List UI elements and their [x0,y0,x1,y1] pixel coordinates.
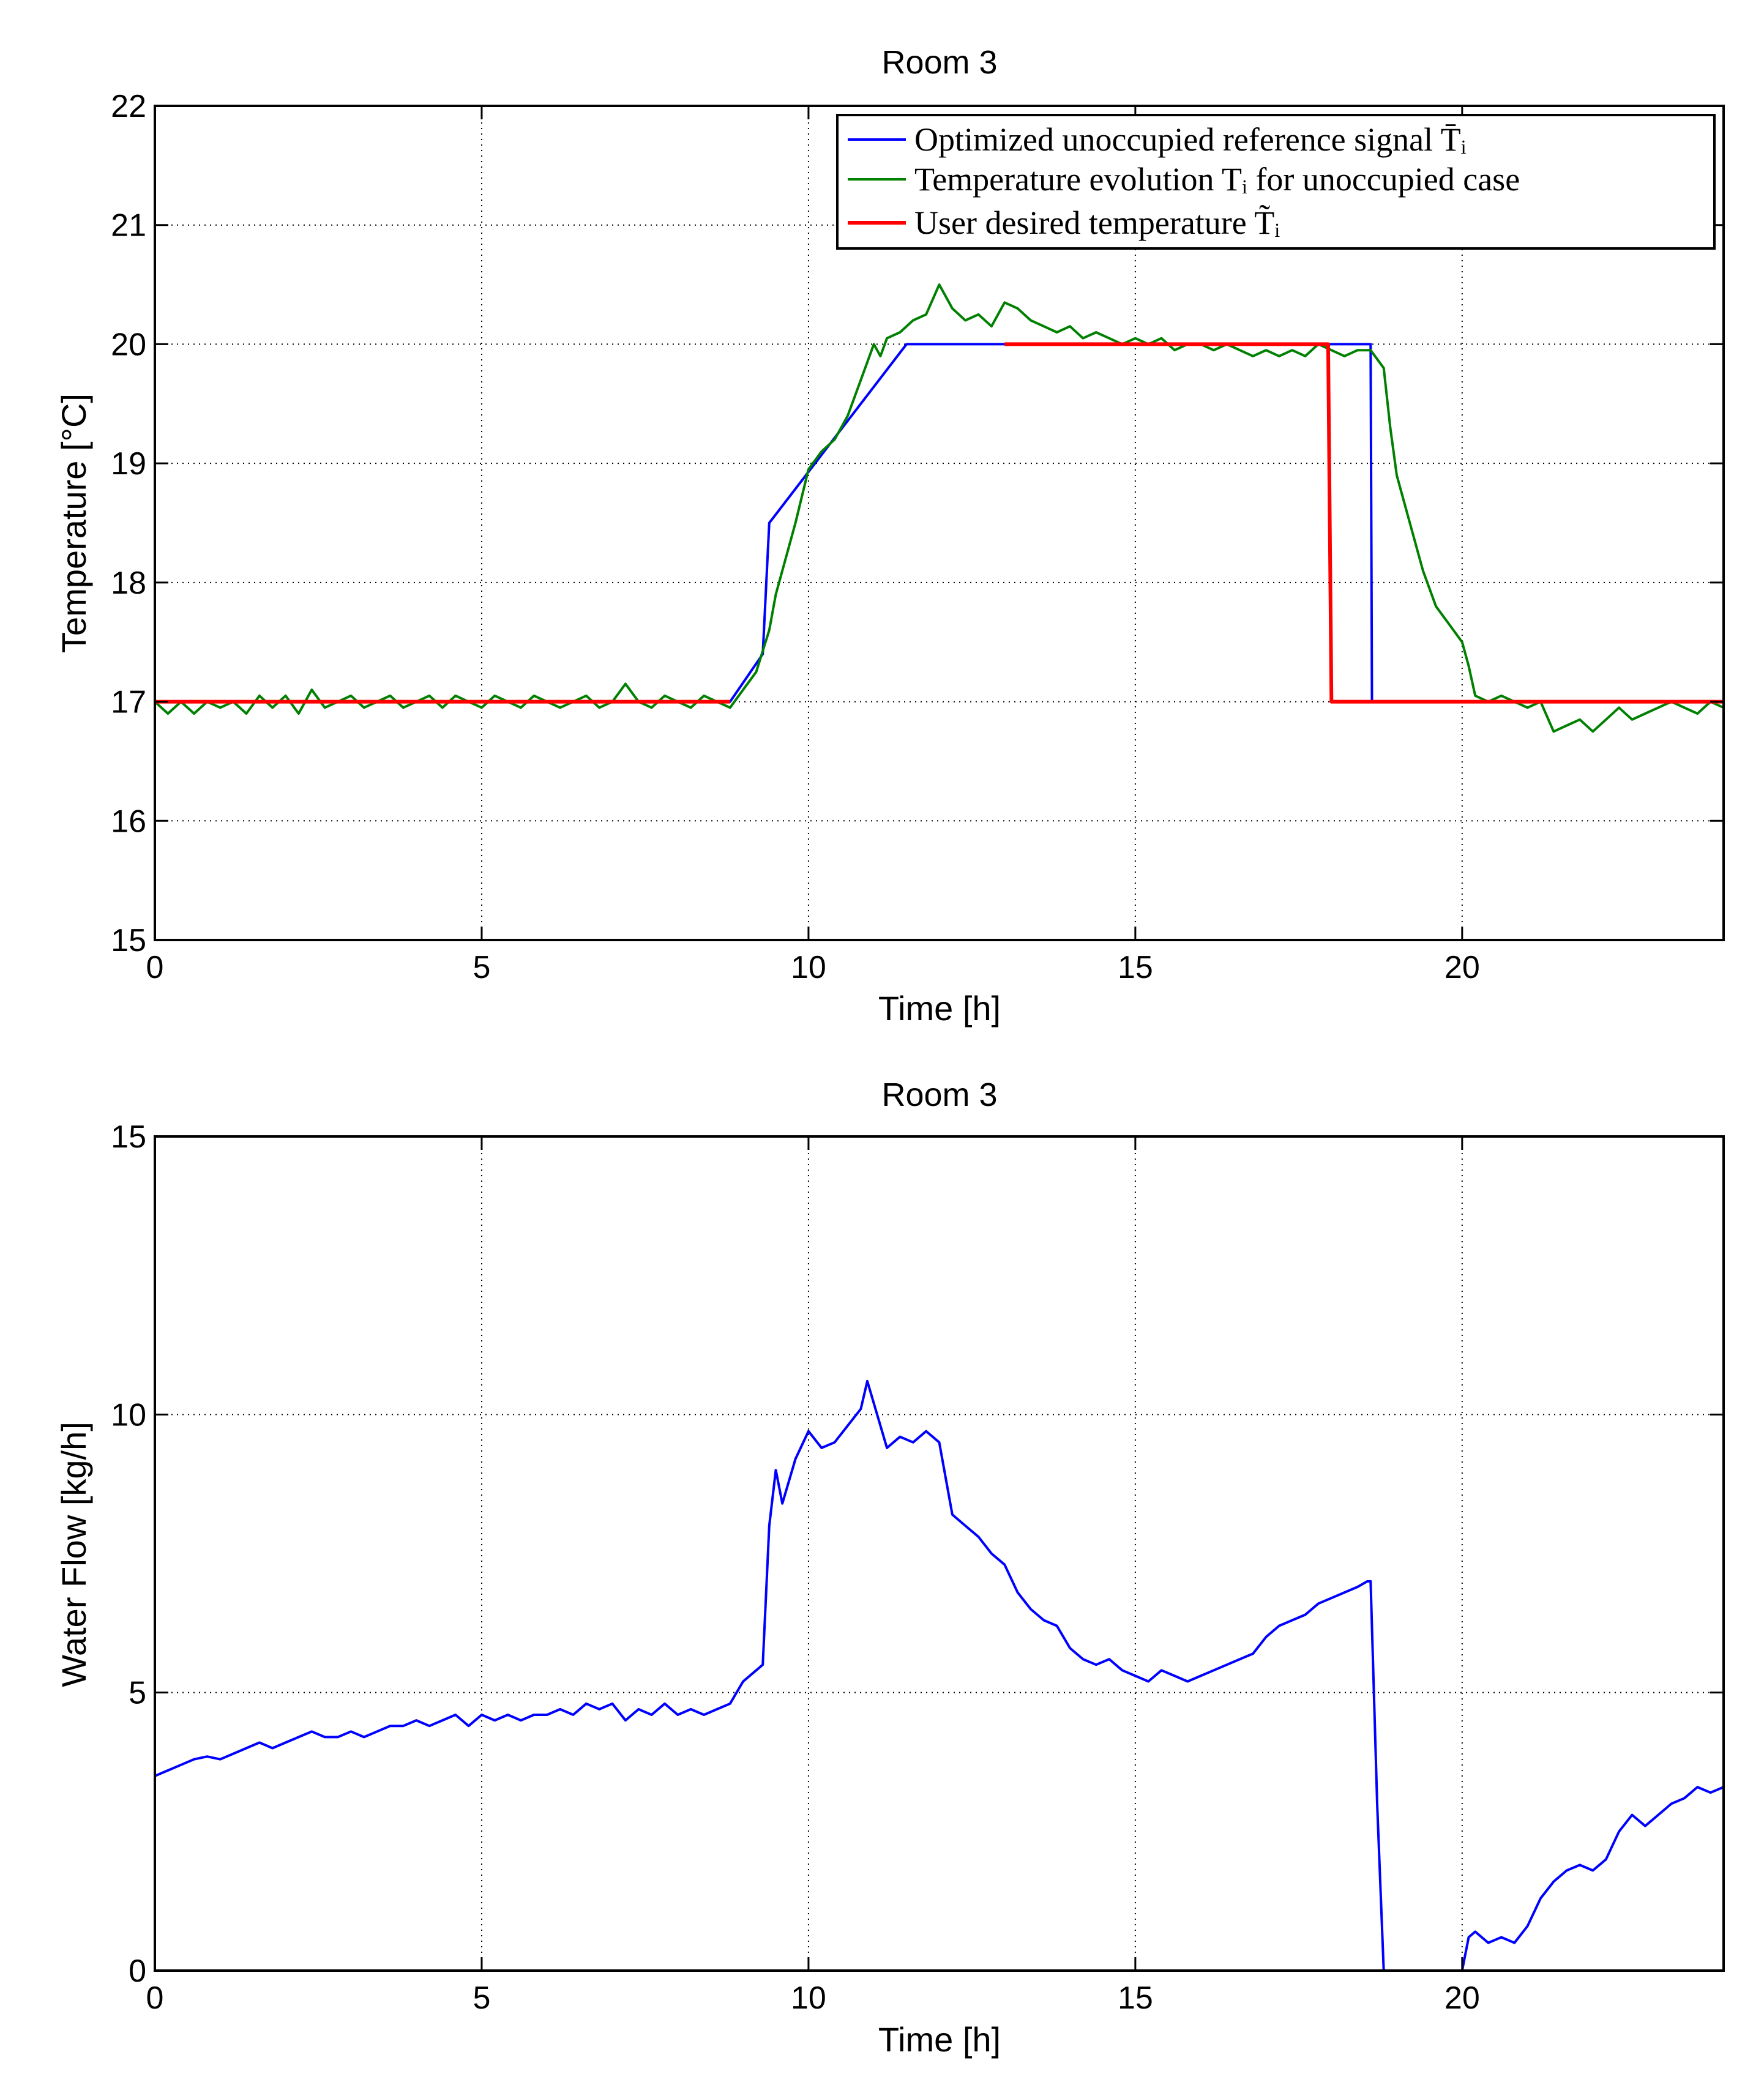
temperature-ytick-label: 21 [111,208,146,244]
waterflow-xtick-label: 15 [1118,1980,1153,2016]
waterflow-ytick-label: 0 [129,1953,146,1989]
waterflow-ytick-label: 15 [111,1119,146,1155]
waterflow-plot-ylabel: Water Flow [kg/h] [54,1422,93,1687]
temperature-plot-series [154,283,1724,733]
waterflow-plot-ticks: 0 5 10 15 20 0 5 10 15 [111,1119,1724,2016]
legend-box [836,114,1716,250]
waterflow-xtick-label: 5 [473,1980,490,2016]
temperature-plot-xlabel: Time [h] [878,989,1001,1028]
temperature-ytick-label: 17 [111,685,146,720]
temperature-ytick-label: 15 [111,923,146,958]
temperature-xtick-label: 15 [1118,950,1153,985]
temperature-plot-frame [154,105,1725,941]
temperature-ytick-label: 18 [111,565,146,601]
temperature-ytick-label: 16 [111,804,146,839]
waterflow-xtick-label: 0 [146,1980,164,2016]
waterflow-plot-title: Room 3 [881,1076,997,1113]
temperature-plot-ticks: 0 5 10 15 20 15 16 17 18 19 20 21 22 [111,89,1724,985]
temperature-ytick-label: 22 [111,89,146,124]
waterflow-ytick-label: 5 [129,1676,146,1711]
temperature-ytick-label: 20 [111,327,146,362]
temperature-plot-grid [155,106,1724,940]
waterflow-plot-grid [155,1136,1724,1971]
temperature-plot-ylabel: Temperature [°C] [54,394,93,653]
temperature-ytick-label: 19 [111,446,146,482]
waterflow-ytick-label: 10 [111,1397,146,1433]
waterflow-plot-frame [154,1135,1725,1972]
temperature-xtick-label: 10 [791,950,826,985]
temperature-plot: Room 3 0 5 10 15 20 15 16 17 18 19 20 21 22 Time [h]… [54,44,1725,1028]
temperature-series-2-line-seg1 [1004,342,1724,704]
waterflow-plot: Room 3 0 5 10 15 20 0 5 10 15 Time [h] Water Flo… [54,1076,1725,2059]
legend-label-temperature: Temperature evolution Tᵢ for unoccupied … [914,161,1520,198]
legend-label-reference: Optimized unoccupied reference signal T̄… [914,121,1467,158]
temperature-series-1-line [154,283,1724,733]
temperature-xtick-label: 0 [146,950,164,985]
temperature-xtick-label: 20 [1444,950,1480,985]
legend-label-desired: User desired temperature T̃ᵢ [914,204,1280,241]
waterflow-xtick-label: 10 [791,1980,826,2016]
temperature-xtick-label: 5 [473,950,490,985]
temperature-plot-title: Room 3 [881,44,997,81]
waterflow-plot-xlabel: Time [h] [878,2020,1001,2059]
temperature-plot-legend: Optimized unoccupied reference signal T̄… [836,114,1716,250]
waterflow-xtick-label: 20 [1444,1980,1480,2016]
